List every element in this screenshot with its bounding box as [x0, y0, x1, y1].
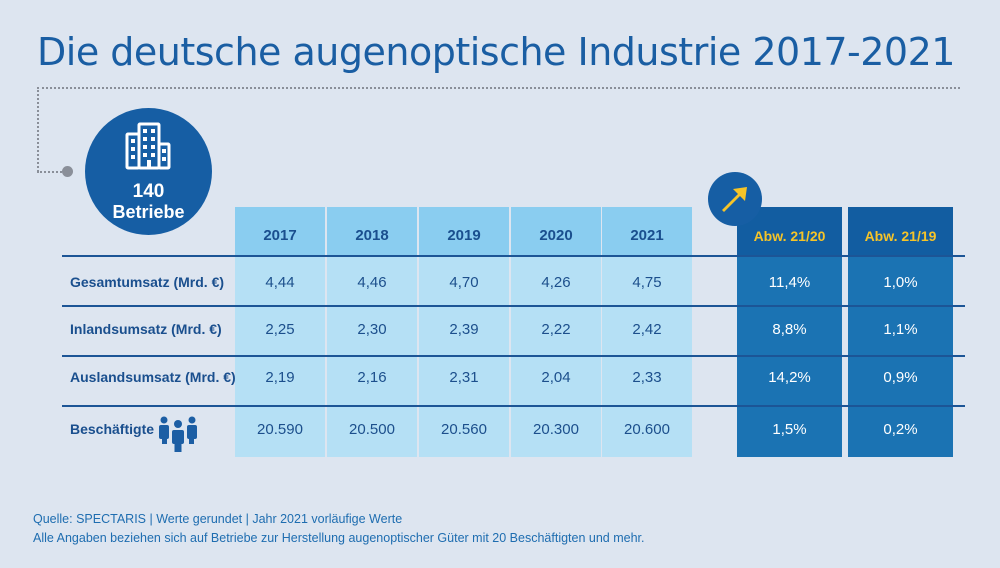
change-cell: 1,1%	[883, 321, 918, 338]
column-header: 2018	[327, 207, 417, 255]
change-column-header: Abw. 21/19	[848, 207, 953, 255]
change-column: Abw. 21/20	[737, 207, 842, 457]
people-icon	[159, 416, 197, 452]
change-cell: 0,9%	[883, 369, 918, 386]
value-cell: 2,16	[357, 369, 387, 386]
change-cell: 11,4%	[768, 274, 811, 291]
value-cell: 2,25	[265, 321, 295, 338]
value-cell: 4,75	[632, 274, 662, 291]
change-cell: 0,2%	[883, 421, 918, 438]
value-cell: 2,30	[357, 321, 387, 338]
companies-label: Betriebe	[112, 202, 185, 222]
year-column: 2019	[419, 207, 509, 457]
change-cell: 8,8%	[772, 321, 807, 338]
value-cell: 20.500	[349, 421, 395, 438]
row-divider	[62, 305, 965, 307]
value-cell: 2,19	[265, 369, 295, 386]
connector-dot	[62, 166, 73, 177]
dotted-connector	[37, 87, 960, 89]
row-divider	[62, 355, 965, 357]
value-cell: 2,31	[449, 369, 479, 386]
building-icon	[125, 122, 171, 170]
change-column-header: Abw. 21/20	[737, 207, 842, 255]
value-cell: 20.300	[533, 421, 579, 438]
column-header: 2017	[235, 207, 325, 255]
value-cell: 2,04	[541, 369, 571, 386]
footer-source: Quelle: SPECTARIS | Werte gerundet | Jah…	[33, 512, 403, 526]
value-cell: 2,39	[449, 321, 479, 338]
value-cell: 20.590	[257, 421, 303, 438]
value-cell: 20.560	[441, 421, 487, 438]
arrow-up-right-icon	[722, 187, 747, 212]
year-column: 2021	[602, 207, 692, 457]
column-header: 2020	[511, 207, 601, 255]
value-cell: 2,33	[632, 369, 662, 386]
year-column: 2017	[235, 207, 325, 457]
dotted-connector-short	[37, 171, 62, 173]
row-divider	[62, 255, 965, 257]
change-cell: 14,2%	[768, 369, 811, 386]
page-title: Die deutsche augenoptische Industrie 201…	[37, 30, 955, 74]
row-divider	[62, 405, 965, 407]
year-column: 2018	[327, 207, 417, 457]
footer-note: Alle Angaben beziehen sich auf Betriebe …	[33, 531, 645, 545]
row-label: Gesamtumsatz (Mrd. €)	[70, 274, 225, 290]
row-label: Beschäftigte	[70, 421, 155, 437]
row-label: Inlandsumsatz (Mrd. €)	[70, 321, 222, 337]
dotted-connector-vertical	[37, 87, 39, 172]
companies-count: 140	[132, 181, 165, 202]
change-cell: 1,5%	[772, 421, 807, 438]
value-cell: 4,70	[449, 274, 479, 291]
value-cell: 4,46	[357, 274, 387, 291]
value-cell: 20.600	[624, 421, 670, 438]
change-cell: 1,0%	[883, 274, 918, 291]
column-header: 2021	[602, 207, 692, 255]
value-cell: 2,22	[541, 321, 571, 338]
row-label: Auslandsumsatz (Mrd. €)	[70, 369, 236, 385]
year-column: 2020	[511, 207, 601, 457]
column-header: 2019	[419, 207, 509, 255]
value-cell: 2,42	[632, 321, 662, 338]
value-cell: 4,26	[541, 274, 571, 291]
value-cell: 4,44	[265, 274, 295, 291]
arrow-badge	[708, 172, 762, 226]
companies-badge: 140 Betriebe	[85, 108, 212, 235]
change-column: Abw. 21/19	[848, 207, 953, 457]
